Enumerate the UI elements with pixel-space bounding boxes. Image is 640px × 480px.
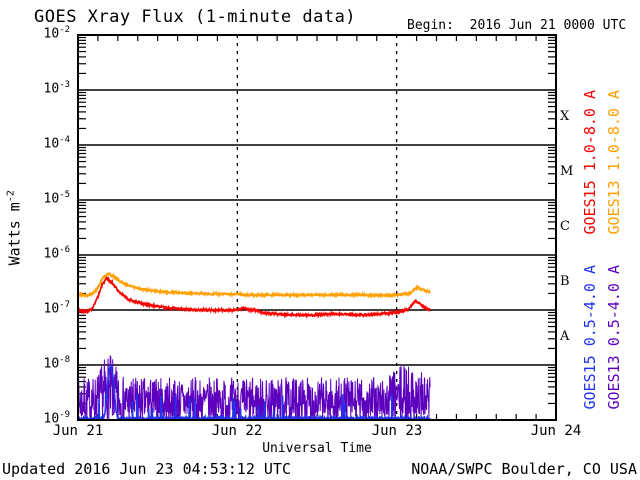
x-axis-label: Universal Time (262, 441, 372, 456)
legend-entry: GOES15 0.5-4.0 A (580, 265, 599, 410)
x-minor-ticks (97, 35, 537, 420)
series-goes15-0-5-4-0-a (78, 364, 431, 420)
y-axis-label-exponent: -2 (5, 190, 17, 203)
legend-entry: GOES15 1.0-8.0 A (580, 90, 599, 235)
x-tick-label: Jun 22 (211, 423, 263, 439)
y-tick-base: 10 (43, 136, 60, 152)
y-tick-exponent: -8 (59, 355, 70, 365)
decade-gridlines (78, 89, 556, 366)
flare-class-label: A (560, 329, 570, 344)
y-tick-exponent: -3 (59, 80, 70, 90)
series-goes15-1-0-8-0-a (78, 276, 431, 320)
y-axis-label: Watts m-2 (5, 143, 23, 313)
y-tick-exponent: -2 (59, 25, 70, 35)
plot-frame (77, 34, 557, 421)
y-tick-exponent: -4 (59, 135, 70, 145)
y-tick-exponent: -9 (59, 410, 70, 420)
y-minor-ticks (78, 36, 556, 405)
y-axis-label-base: Watts m (5, 202, 24, 266)
y-tick-base: 10 (43, 191, 60, 207)
y-tick-label: 10-5 (30, 190, 71, 207)
y-tick-base: 10 (43, 356, 60, 372)
flare-class-label: C (560, 219, 570, 234)
flare-class-label: B (560, 274, 570, 289)
y-tick-base: 10 (43, 301, 60, 317)
y-tick-base: 10 (43, 81, 60, 97)
updated-timestamp: Updated 2016 Jun 23 04:53:12 UTC (2, 460, 291, 478)
y-tick-exponent: -7 (59, 300, 70, 310)
y-tick-exponent: -5 (59, 190, 70, 200)
flare-class-label: X (560, 109, 570, 124)
y-tick-label: 10-6 (30, 245, 71, 262)
day-gridlines (236, 35, 398, 420)
y-tick-label: 10-8 (30, 355, 71, 372)
y-tick-exponent: -6 (59, 245, 70, 255)
y-tick-label: 10-9 (30, 410, 71, 427)
chart-title: GOES Xray Flux (1-minute data) (34, 7, 357, 27)
y-tick-base: 10 (43, 246, 60, 262)
x-tick-label: Jun 23 (371, 423, 423, 439)
source-attribution: NOAA/SWPC Boulder, CO USA (411, 460, 637, 478)
x-tick-label: Jun 21 (52, 423, 104, 439)
x-tick-label: Jun 24 (530, 423, 582, 439)
y-tick-base: 10 (43, 26, 60, 42)
y-tick-label: 10-4 (30, 135, 71, 152)
y-tick-label: 10-7 (30, 300, 71, 317)
flare-class-label: M (560, 164, 574, 179)
y-tick-label: 10-2 (30, 25, 71, 42)
series-goes13-1-0-8-0-a (78, 272, 431, 299)
y-tick-base: 10 (43, 411, 60, 427)
y-tick-label: 10-3 (30, 80, 71, 97)
legend-entry: GOES13 1.0-8.0 A (604, 90, 623, 235)
legend-entry: GOES13 0.5-4.0 A (604, 265, 623, 410)
begin-timestamp: Begin: 2016 Jun 21 0000 UTC (407, 18, 627, 33)
